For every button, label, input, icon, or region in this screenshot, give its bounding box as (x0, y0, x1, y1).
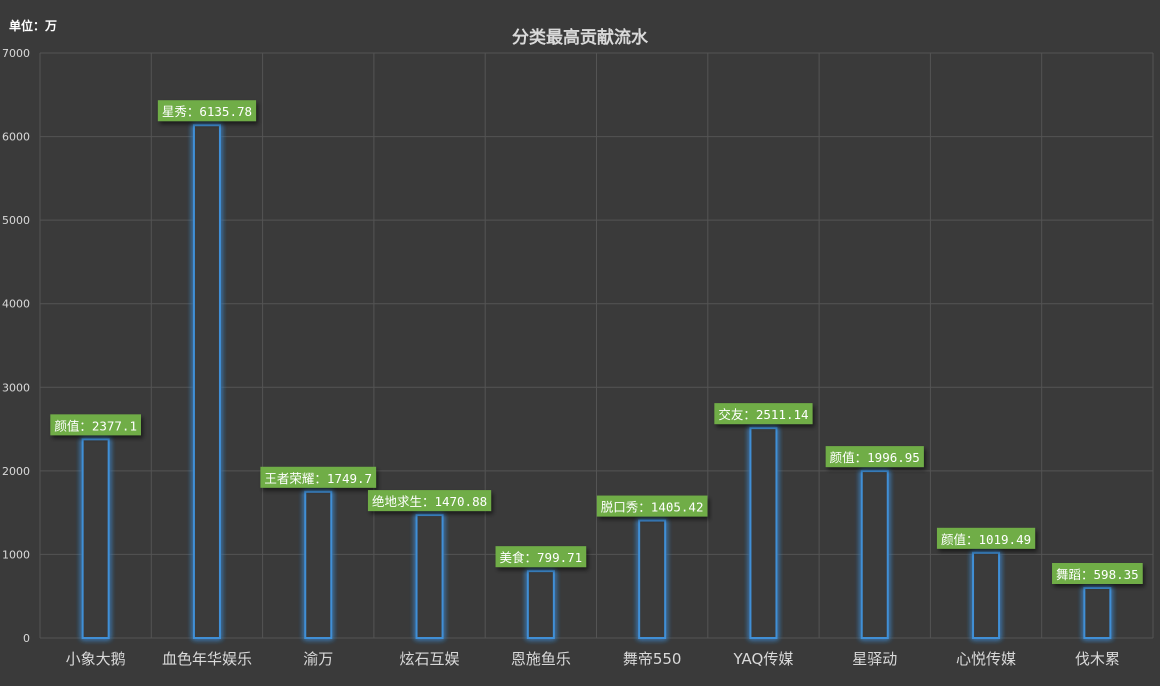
data-label-text: 脱口秀：1405.42 (601, 500, 704, 515)
x-category-label: 炫石互娱 (400, 650, 460, 668)
y-tick-label: 5000 (2, 214, 30, 227)
data-label-2: 王者荣耀：1749.7 (260, 466, 377, 488)
x-category-label: YAQ传媒 (733, 650, 794, 668)
data-label-text: 绝地求生：1470.88 (372, 494, 487, 509)
data-label-0: 颜值：2377.1 (50, 414, 141, 436)
data-label-text: 王者荣耀：1749.7 (264, 471, 372, 486)
bar-2[interactable] (304, 490, 333, 640)
y-tick-label: 3000 (2, 381, 30, 394)
data-label-background (596, 495, 708, 517)
y-tick-label: 1000 (2, 548, 30, 561)
data-label-1: 星秀：6135.78 (157, 100, 257, 122)
data-label-text: 颜值：2377.1 (54, 418, 137, 433)
data-label-9: 舞蹈：598.35 (1052, 562, 1143, 584)
data-label-background (825, 446, 924, 468)
data-label-background (1052, 562, 1143, 584)
unit-label: 单位：万 (9, 19, 58, 33)
data-label-7: 颜值：1996.95 (825, 446, 924, 468)
data-label-background (260, 466, 377, 488)
bar-5[interactable] (638, 519, 667, 640)
data-label-text: 颜值：1019.49 (941, 532, 1031, 547)
x-category-label: 伐木累 (1075, 650, 1120, 668)
y-tick-label: 7000 (2, 47, 30, 60)
y-tick-label: 6000 (2, 131, 30, 144)
bar-3[interactable] (415, 514, 444, 640)
bar-6[interactable] (749, 427, 778, 639)
data-label-background (714, 403, 813, 425)
data-label-5: 脱口秀：1405.42 (596, 495, 708, 517)
x-category-label: 星驿动 (852, 650, 897, 668)
y-tick-label: 0 (23, 632, 30, 645)
x-category-label: 血色年华娱乐 (162, 650, 252, 668)
data-label-background (936, 527, 1036, 549)
data-label-6: 交友：2511.14 (714, 403, 813, 425)
x-category-label: 心悦传媒 (956, 650, 1016, 668)
data-label-text: 颜值：1996.95 (830, 450, 920, 465)
x-category-label: 渝万 (303, 650, 333, 668)
data-label-text: 星秀：6135.78 (162, 104, 252, 119)
data-label-text: 美食：799.71 (500, 550, 583, 565)
data-label-4: 美食：799.71 (495, 546, 587, 568)
bar-4[interactable] (526, 570, 555, 640)
x-category-label: 舞帝550 (623, 650, 682, 668)
bar-7[interactable] (860, 470, 889, 639)
y-tick-label: 2000 (2, 465, 30, 478)
data-label-8: 颜值：1019.49 (936, 527, 1036, 549)
chart-title: 分类最高贡献流水 (512, 28, 648, 48)
y-tick-label: 4000 (2, 298, 30, 311)
bar-1[interactable] (192, 124, 221, 639)
data-label-text: 交友：2511.14 (718, 407, 808, 422)
data-label-3: 绝地求生：1470.88 (367, 490, 492, 512)
data-label-background (157, 100, 257, 122)
bar-9[interactable] (1083, 586, 1112, 640)
data-label-background (367, 490, 492, 512)
data-label-background (495, 546, 587, 568)
bar-8[interactable] (972, 551, 1001, 639)
x-category-label: 小象大鹅 (66, 650, 126, 668)
x-category-label: 恩施鱼乐 (511, 650, 571, 668)
data-label-text: 舞蹈：598.35 (1056, 567, 1139, 582)
bar-0[interactable] (81, 438, 110, 639)
data-label-background (50, 414, 141, 436)
